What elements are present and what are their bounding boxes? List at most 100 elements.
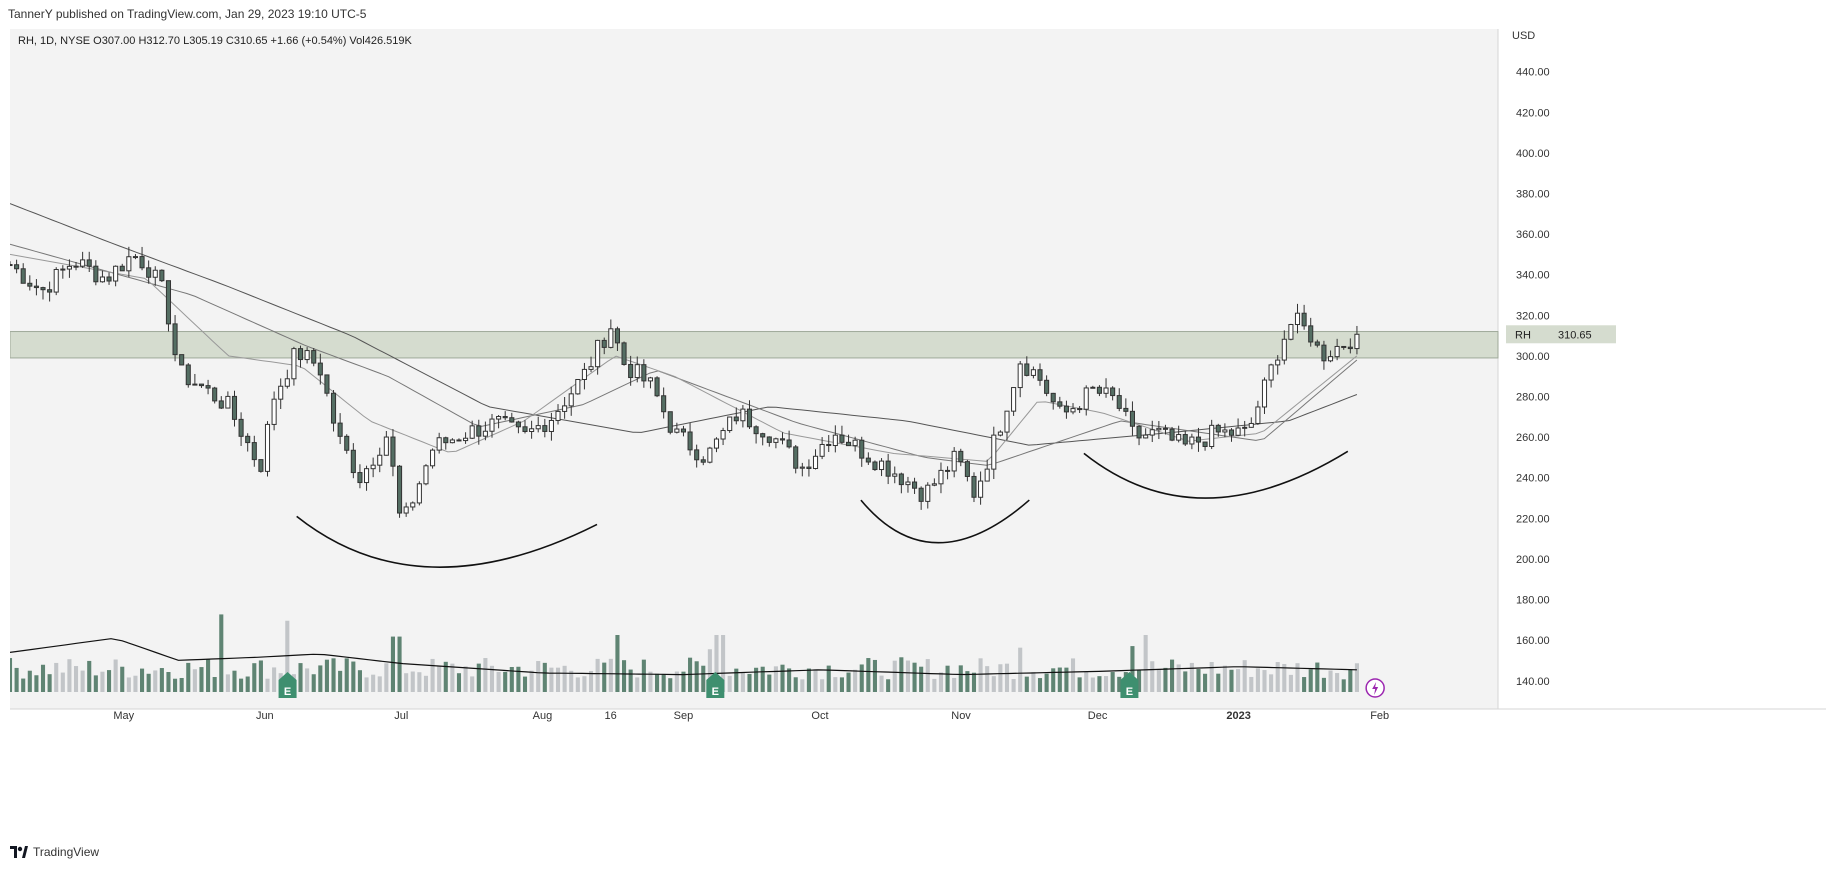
volume-bar <box>192 669 197 692</box>
volume-bar <box>285 620 290 692</box>
volume-bar <box>767 674 772 692</box>
candle-body <box>542 425 548 432</box>
candle-body <box>1209 424 1215 448</box>
volume-bar <box>318 665 323 692</box>
y-tick-label: 280.00 <box>1516 392 1550 404</box>
candle-body <box>601 339 607 348</box>
candle-body <box>793 446 799 469</box>
candle-body <box>1215 424 1221 433</box>
candle-body <box>436 437 442 451</box>
volume-bar <box>1216 673 1221 692</box>
candle-body <box>212 387 218 402</box>
candle-body <box>720 430 726 440</box>
candle-body <box>1057 401 1063 407</box>
volume-bar <box>199 667 204 692</box>
volume-bar <box>529 670 534 692</box>
candle-body <box>733 416 739 422</box>
volume-bar <box>1156 669 1161 692</box>
volume-bar <box>1137 670 1142 692</box>
candle-body <box>575 378 581 395</box>
candle-body <box>925 484 931 502</box>
chart-area[interactable]: 440.00 420.00 400.00 380.00 360.00 340.00 320.… <box>7 29 1826 840</box>
y-tick-label: 320.00 <box>1516 310 1550 322</box>
y-tick-label: 400.00 <box>1516 148 1550 160</box>
candle-body <box>753 426 759 435</box>
candle-body <box>562 405 568 412</box>
candle-body <box>1301 312 1307 327</box>
candle-body <box>311 350 317 364</box>
volume-bar <box>1024 676 1029 692</box>
volume-bar <box>826 665 831 692</box>
volume-bar <box>1209 662 1214 692</box>
volume-bar <box>73 666 79 692</box>
candle-body <box>1004 410 1010 433</box>
candle-body <box>357 472 363 484</box>
candle-body <box>1202 441 1208 448</box>
candle-body <box>978 480 984 498</box>
candle-body <box>159 269 165 282</box>
tradingview-logo-icon <box>10 846 28 858</box>
volume-bar <box>1183 671 1188 692</box>
candle-body <box>1030 369 1036 376</box>
price-chart-svg[interactable]: 440.00 420.00 400.00 380.00 360.00 340.00 320.… <box>7 29 1826 840</box>
volume-bar <box>80 670 85 692</box>
volume-bar <box>140 668 145 692</box>
candle-body <box>1261 379 1268 408</box>
volume-bar <box>1170 659 1175 692</box>
volume-bar <box>1090 677 1095 692</box>
volume-bar <box>305 668 310 692</box>
candle-body <box>951 450 957 472</box>
volume-bar <box>641 659 646 692</box>
candle-body <box>1354 333 1360 350</box>
candle-body <box>73 265 79 268</box>
candle-body <box>654 377 660 397</box>
volume-bar <box>886 679 891 692</box>
candle-body <box>608 328 614 348</box>
candle-body <box>674 428 680 433</box>
candle-body <box>99 276 105 283</box>
candle-body <box>1044 379 1050 394</box>
volume-bar <box>489 665 495 692</box>
volume-bar <box>1196 669 1201 692</box>
volume-bar <box>1064 667 1069 692</box>
volume-bar <box>146 673 151 692</box>
volume-bar <box>853 669 858 692</box>
volume-bar <box>357 670 362 692</box>
volume-bar <box>476 663 481 692</box>
volume-bar <box>714 635 719 692</box>
volume-bar <box>456 673 462 692</box>
candle-body <box>47 289 53 293</box>
candle-body <box>1321 344 1327 362</box>
earnings-marker-glyph: E <box>284 686 291 698</box>
volume-bar <box>384 663 389 692</box>
candle-body <box>1341 345 1347 348</box>
candle-body <box>812 455 819 469</box>
cup-arc-drawing <box>296 515 598 568</box>
candle-body <box>1268 364 1274 381</box>
candle-body <box>852 439 858 447</box>
volume-bar <box>1354 663 1359 692</box>
y-tick-label: 260.00 <box>1516 432 1550 444</box>
volume-bar <box>674 671 679 692</box>
y-tick-label: 200.00 <box>1516 554 1550 566</box>
volume-bar <box>569 670 574 692</box>
volume-bar <box>1037 678 1043 692</box>
candle-body <box>707 447 713 463</box>
candle-body <box>410 502 416 508</box>
candle-body <box>113 265 119 282</box>
dividend-bolt-icon <box>1372 682 1379 695</box>
candle-body <box>819 443 825 457</box>
volume-bar <box>371 674 376 692</box>
volume-bar <box>833 677 838 692</box>
candle-body <box>1024 363 1030 376</box>
candle-body <box>1156 427 1162 431</box>
volume-bar <box>536 661 541 692</box>
volume-bar <box>1103 676 1109 692</box>
y-tick-label: 440.00 <box>1516 67 1550 79</box>
volume-bar <box>1051 668 1056 692</box>
tradingview-logo[interactable]: TradingView <box>10 845 99 859</box>
candle-body <box>548 419 554 432</box>
candle-body <box>522 426 528 433</box>
candle-body <box>740 408 746 422</box>
volume-bar <box>787 668 792 692</box>
